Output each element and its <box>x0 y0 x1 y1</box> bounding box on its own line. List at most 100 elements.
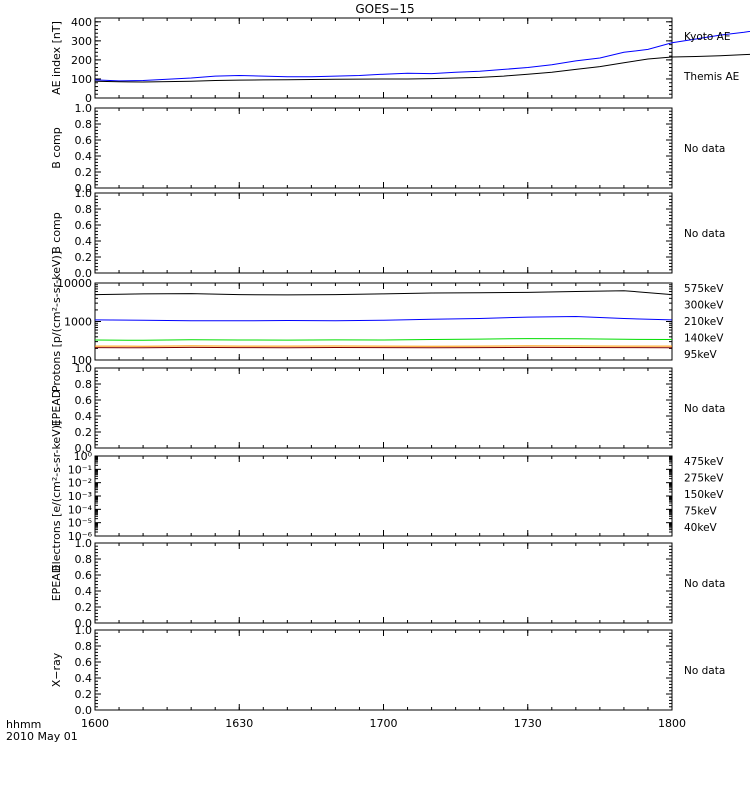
no-data-label: No data <box>684 665 725 677</box>
legend-kyoto-ae: Kyoto AE <box>684 31 730 43</box>
y-tick-label: 10⁰ <box>74 450 93 463</box>
x-tick-label: 1800 <box>658 717 686 730</box>
y-tick-label: 0.6 <box>75 219 93 232</box>
y-tick-label: 100 <box>71 73 92 86</box>
y-tick-label: 0.6 <box>75 569 93 582</box>
panel-frame <box>94 367 673 449</box>
y-tick-label: 0.4 <box>75 410 93 423</box>
y-axis-label: EPEAD <box>50 565 63 602</box>
y-tick-label: 0.4 <box>75 585 93 598</box>
y-tick-label: 10⁻² <box>68 477 92 490</box>
series-line-95kev <box>94 290 673 296</box>
y-tick-label: 300 <box>71 35 92 48</box>
legend-210kev: 210keV <box>684 316 724 328</box>
legend-300kev: 300keV <box>684 300 724 312</box>
y-tick-label: 0.8 <box>75 553 93 566</box>
y-axis-label: EPEAD <box>50 390 63 427</box>
y-tick-label: 1.0 <box>75 187 93 200</box>
series-line-themis-ae <box>94 53 750 83</box>
panel-frame <box>94 455 673 537</box>
y-tick-label: 10000 <box>57 277 92 290</box>
series-line-140kev <box>94 315 673 322</box>
y-axis-label: Electrons [e/(cm²-s-sr-keV)] <box>50 421 63 572</box>
y-axis-label: B comp <box>50 212 63 254</box>
x-tick-label: 1700 <box>370 717 398 730</box>
y-axis-label: X−ray <box>50 652 63 687</box>
series-line-210kev <box>94 338 673 341</box>
y-tick-label: 0.2 <box>75 688 93 701</box>
y-tick-label: 10⁻¹ <box>68 463 92 476</box>
x-axis-caption: hhmm <box>6 718 41 731</box>
panel-8: 0.0 0.2 0.4 0.6 0.8 1.0 X−ray No data <box>50 624 725 717</box>
figure-title: GOES−15 <box>355 2 414 16</box>
series-line-kyoto-ae <box>94 30 750 82</box>
y-tick-label: 200 <box>71 54 92 67</box>
date-label: 2010 May 01 <box>6 730 78 743</box>
legend-140kev: 140keV <box>684 333 724 345</box>
y-tick-label: 0.8 <box>75 118 93 131</box>
x-tick-label: 1630 <box>225 717 253 730</box>
legend-275kev: 275keV <box>684 473 724 485</box>
panel-stack: 0 100 200 300 400 AE index [nT] Kyoto AE Themis… <box>50 16 750 730</box>
y-tick-label: 1.0 <box>75 624 93 637</box>
y-tick-label: 0.6 <box>75 394 93 407</box>
y-tick-label: 0.0 <box>75 267 93 280</box>
y-tick-label: 0.2 <box>75 166 93 179</box>
y-tick-label: 1000 <box>64 316 92 329</box>
legend-75kev: 75keV <box>684 506 718 518</box>
y-tick-label: 1.0 <box>75 362 93 375</box>
legend-150kev: 150keV <box>684 489 724 501</box>
y-tick-label: 10⁻⁴ <box>68 503 93 516</box>
y-tick-label: 0.8 <box>75 378 93 391</box>
y-tick-label: 1.0 <box>75 537 93 550</box>
panel-2: 0.0 0.2 0.4 0.6 0.8 1.0 B comp No data <box>50 102 725 195</box>
y-tick-label: 0.2 <box>75 426 93 439</box>
y-tick-label: 0.4 <box>75 235 93 248</box>
panel-frame <box>94 107 673 189</box>
y-tick-label: 0.0 <box>75 182 93 195</box>
y-tick-label: 0.8 <box>75 640 93 653</box>
x-tick-label: 1600 <box>81 717 109 730</box>
no-data-label: No data <box>684 143 725 155</box>
y-axis-label: B comp <box>50 127 63 169</box>
y-tick-label: 0.4 <box>75 672 93 685</box>
panel-5: 0.0 0.2 0.4 0.6 0.8 1.0 EPEAD No data <box>50 362 725 455</box>
panel-frame <box>94 192 673 274</box>
y-tick-label: 1.0 <box>75 102 93 115</box>
y-tick-label: 0.0 <box>75 617 93 630</box>
no-data-label: No data <box>684 228 725 240</box>
legend-95kev: 95keV <box>684 349 718 361</box>
y-tick-label: 0.0 <box>75 704 93 717</box>
y-axis-label: Protons [p/(cm²-s-sr-keV)] <box>50 251 63 392</box>
y-tick-label: 0.6 <box>75 656 93 669</box>
y-tick-label: 400 <box>71 16 92 29</box>
y-tick-label: 0 <box>85 92 92 105</box>
panel-frame <box>94 542 673 624</box>
y-tick-label: 0.4 <box>75 150 93 163</box>
y-tick-label: 10⁻⁵ <box>68 517 92 530</box>
y-tick-label: 0.2 <box>75 601 93 614</box>
legend-themis-ae: Themis AE <box>683 71 739 83</box>
panel-1: 0 100 200 300 400 AE index [nT] Kyoto AE Themis… <box>50 16 750 105</box>
y-tick-label: 10⁻³ <box>68 490 92 503</box>
y-axis-label: AE index [nT] <box>50 21 63 95</box>
no-data-label: No data <box>684 403 725 415</box>
legend-40kev: 40keV <box>684 522 718 534</box>
y-tick-label: 0.6 <box>75 134 93 147</box>
legend-475kev: 475keV <box>684 456 724 468</box>
panel-frame <box>94 629 673 711</box>
panel-7: 0.0 0.2 0.4 0.6 0.8 1.0 EPEAD No data <box>50 537 725 630</box>
y-tick-label: 10⁻⁶ <box>68 530 93 543</box>
panel-frame <box>94 282 673 361</box>
panel-3: 0.0 0.2 0.4 0.6 0.8 1.0 B comp No data <box>50 187 725 280</box>
x-tick-label: 1730 <box>514 717 542 730</box>
no-data-label: No data <box>684 578 725 590</box>
y-tick-label: 0.2 <box>75 251 93 264</box>
panel-frame <box>94 17 673 99</box>
y-tick-label: 100 <box>71 354 92 367</box>
y-tick-label: 0.0 <box>75 442 93 455</box>
legend-575kev: 575keV <box>684 283 724 295</box>
